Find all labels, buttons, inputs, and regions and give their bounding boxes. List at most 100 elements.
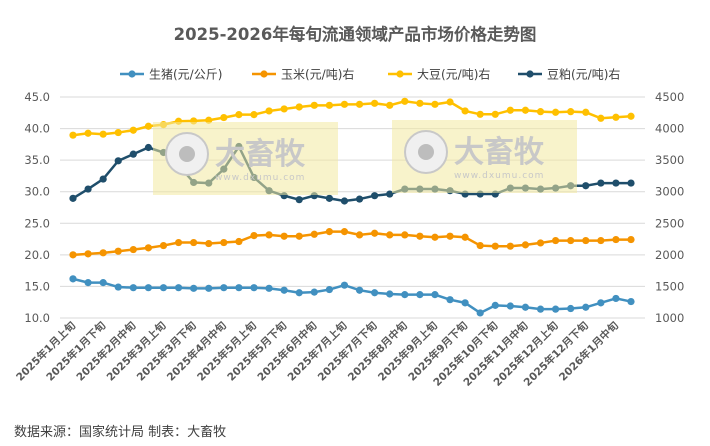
data-point [567, 304, 575, 313]
data-point [386, 101, 394, 109]
data-point [84, 129, 92, 137]
data-point [325, 101, 333, 109]
data-point [280, 286, 288, 294]
left-tick-label: 10.0 [24, 311, 50, 325]
left-tick-label: 15.0 [24, 279, 50, 293]
left-tick-label: 35.0 [24, 153, 50, 167]
data-point [310, 101, 318, 109]
data-point [461, 107, 469, 115]
watermark-logo-eye-icon [179, 146, 195, 162]
data-point [295, 232, 303, 240]
data-point [416, 291, 424, 299]
data-point [114, 283, 122, 291]
data-point [355, 231, 364, 239]
data-point [446, 98, 454, 106]
data-point [476, 309, 484, 317]
data-point [69, 251, 77, 259]
series-2 [69, 97, 635, 139]
right-axis: 1000 1500 2000 2500 3000 3500 4000 4500 [655, 90, 684, 325]
right-tick-label: 1500 [655, 279, 684, 293]
data-point [250, 231, 258, 240]
data-point [551, 305, 560, 313]
data-point [144, 244, 153, 252]
data-point [476, 241, 484, 250]
data-point [506, 106, 514, 114]
data-point [144, 284, 153, 292]
data-point [220, 284, 228, 292]
data-point [491, 242, 499, 250]
watermark-logo-eye-icon [418, 144, 434, 160]
data-point [612, 179, 620, 187]
data-point [220, 238, 228, 247]
data-point [310, 230, 318, 238]
data-point [506, 242, 514, 250]
data-point [401, 231, 409, 239]
data-point [597, 114, 605, 122]
legend: 生猪(元/公斤) 玉米(元/吨)右 大豆(元/吨)右 豆粕(元/吨)右 [120, 67, 620, 82]
data-point [386, 290, 394, 298]
legend-label: 玉米(元/吨)右 [281, 67, 354, 82]
data-point [295, 103, 303, 111]
data-point [567, 236, 575, 245]
legend-label: 大豆(元/吨)右 [417, 67, 490, 82]
series-1 [69, 228, 635, 259]
data-point [582, 303, 590, 311]
legend-item: 生猪(元/公斤) [120, 68, 222, 82]
data-point [567, 108, 575, 116]
data-point [386, 190, 394, 198]
data-point [401, 291, 409, 299]
data-point [355, 100, 364, 108]
legend-swatch-marker [260, 70, 268, 78]
legend-label: 生猪(元/公斤) [149, 68, 222, 82]
data-point [401, 97, 409, 105]
right-tick-label: 3000 [655, 185, 684, 199]
data-point [627, 112, 635, 120]
right-tick-label: 2000 [655, 248, 684, 262]
data-point [325, 285, 333, 294]
data-point [250, 284, 258, 292]
data-point [446, 296, 454, 304]
legend-item: 豆粕(元/吨)右 [518, 67, 620, 82]
data-point [114, 247, 122, 255]
data-point [69, 131, 77, 139]
data-point [461, 233, 469, 241]
data-point [99, 130, 107, 138]
data-point [250, 111, 258, 119]
watermark-url: www.dxumu.com [215, 173, 305, 183]
left-tick-label: 25.0 [24, 216, 50, 230]
data-point [612, 294, 620, 303]
right-tick-label: 4500 [655, 90, 684, 104]
data-point [536, 305, 545, 313]
data-point [371, 192, 379, 200]
data-point [84, 185, 92, 193]
data-point [265, 107, 273, 115]
data-point [627, 297, 635, 306]
right-tick-label: 2500 [655, 216, 684, 230]
data-point [144, 122, 153, 130]
watermark-url: www.dxumu.com [454, 171, 544, 181]
data-point [114, 157, 122, 165]
data-point [310, 288, 318, 296]
data-point [355, 286, 364, 294]
data-point [129, 126, 137, 134]
data-point [174, 284, 183, 292]
data-point [325, 228, 333, 236]
legend-item: 大豆(元/吨)右 [388, 67, 490, 82]
data-point [265, 231, 273, 239]
right-tick-label: 3500 [655, 153, 684, 167]
data-point [340, 281, 349, 289]
data-point [521, 241, 530, 249]
legend-item: 玉米(元/吨)右 [252, 67, 354, 82]
data-point [491, 301, 499, 309]
watermark-brand: 大畜牧 [454, 135, 545, 170]
data-point [129, 150, 137, 158]
data-point [521, 106, 530, 114]
legend-swatch-marker [396, 70, 404, 78]
left-tick-label: 30.0 [24, 185, 50, 199]
data-point [220, 113, 228, 122]
data-point [235, 111, 243, 119]
right-tick-label: 4000 [655, 122, 684, 136]
data-point [295, 196, 303, 204]
